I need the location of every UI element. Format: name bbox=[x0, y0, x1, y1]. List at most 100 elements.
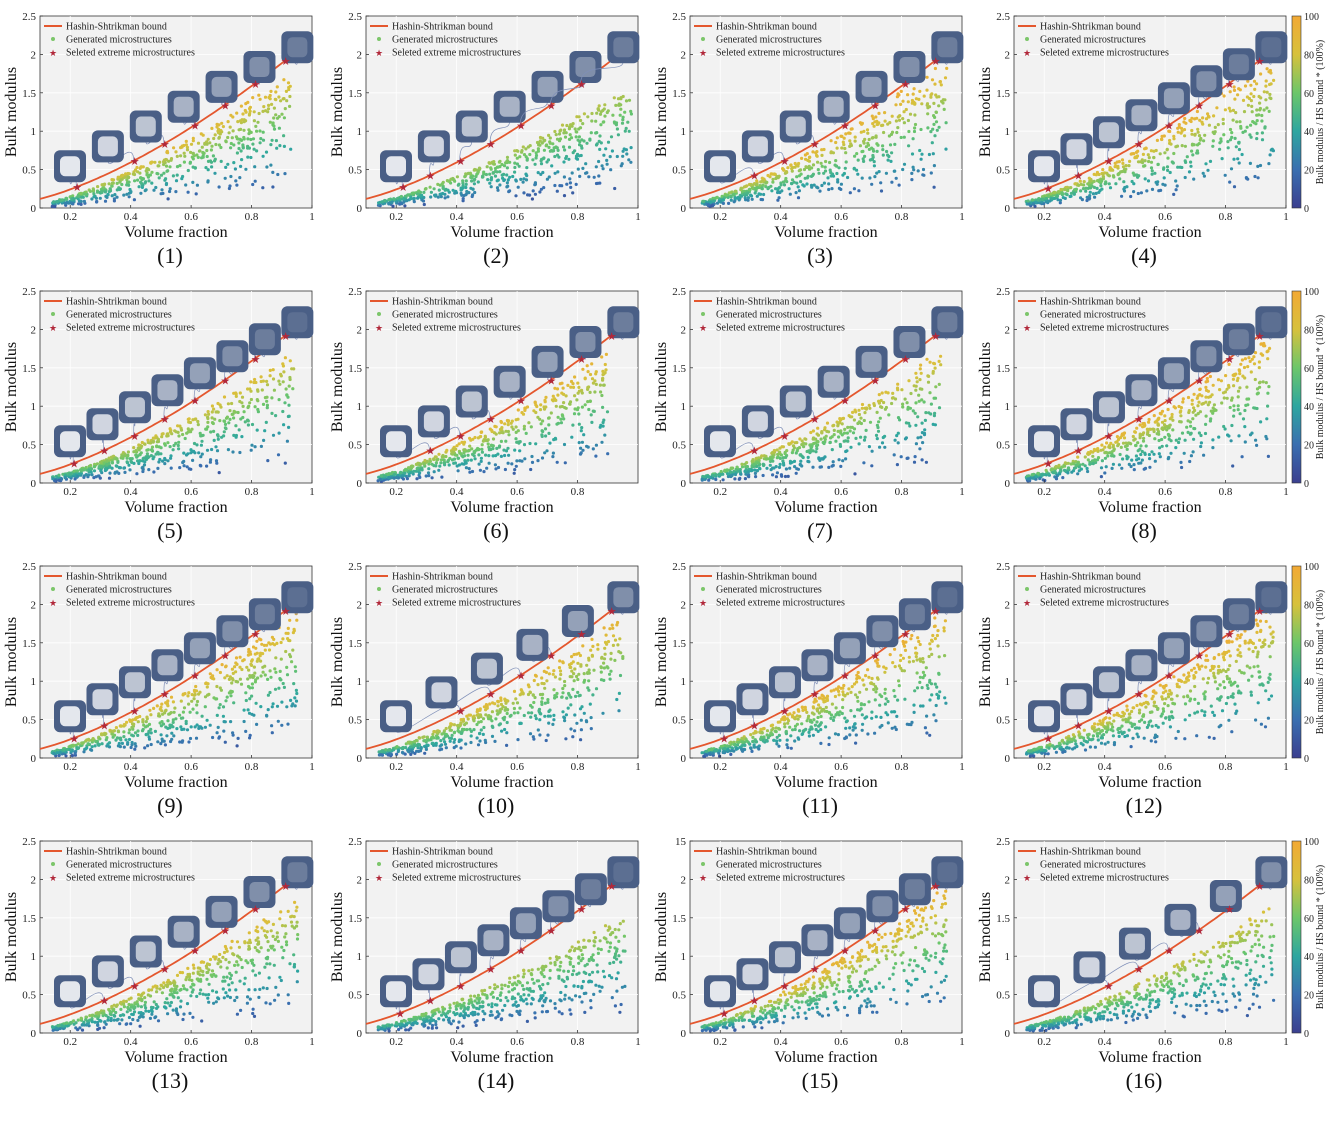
scatter-point bbox=[925, 89, 928, 92]
scatter-point bbox=[242, 405, 245, 408]
x-axis-label: Volume fraction bbox=[450, 499, 553, 516]
scatter-point bbox=[1097, 191, 1100, 194]
scatter-point bbox=[903, 136, 906, 139]
scatter-point bbox=[265, 151, 268, 154]
microstructure-void bbox=[98, 136, 118, 156]
scatter-point bbox=[514, 154, 517, 157]
scatter-point bbox=[903, 121, 906, 124]
scatter-point bbox=[281, 362, 284, 365]
scatter-point bbox=[780, 473, 783, 476]
scatter-point bbox=[1263, 90, 1266, 93]
scatter-point bbox=[274, 414, 277, 417]
scatter-point bbox=[1120, 446, 1123, 449]
scatter-point bbox=[513, 449, 516, 452]
legend-label: Seleted extreme microstructures bbox=[66, 48, 195, 59]
scatter-point bbox=[920, 398, 923, 401]
scatter-point bbox=[740, 463, 743, 466]
scatter-point bbox=[1230, 136, 1233, 139]
scatter-point bbox=[115, 196, 118, 199]
scatter-point bbox=[1101, 168, 1104, 171]
scatter-point bbox=[837, 435, 840, 438]
scatter-point bbox=[578, 115, 581, 118]
scatter-point bbox=[1247, 356, 1250, 359]
scatter-point bbox=[260, 445, 263, 448]
scatter-point bbox=[806, 176, 809, 179]
scatter-point bbox=[897, 115, 900, 118]
scatter-point bbox=[1147, 160, 1150, 163]
scatter-point bbox=[1214, 126, 1217, 129]
scatter-point bbox=[541, 456, 544, 459]
scatter-point bbox=[1067, 466, 1070, 469]
scatter-point bbox=[192, 152, 195, 155]
scatter-point bbox=[149, 713, 152, 716]
scatter-point bbox=[843, 147, 846, 150]
scatter-point bbox=[128, 181, 131, 184]
scatter-point bbox=[495, 447, 498, 450]
scatter-point bbox=[1077, 184, 1080, 187]
scatter-point bbox=[533, 183, 536, 186]
scatter-point bbox=[90, 467, 93, 470]
selected-point: ★ bbox=[1194, 375, 1204, 387]
microstructure-void bbox=[1261, 312, 1281, 332]
scatter-point bbox=[602, 154, 605, 157]
scatter-point bbox=[1249, 162, 1252, 165]
scatter-point bbox=[932, 102, 935, 105]
scatter-point bbox=[487, 442, 490, 445]
scatter-point bbox=[868, 404, 871, 407]
legend-swatch-star: ★ bbox=[49, 48, 57, 58]
scatter-point bbox=[175, 179, 178, 182]
scatter-point bbox=[224, 177, 227, 180]
scatter-point bbox=[789, 193, 792, 196]
scatter-point bbox=[1255, 444, 1258, 447]
scatter-point bbox=[558, 132, 561, 135]
scatter-point bbox=[789, 163, 792, 166]
scatter-point bbox=[482, 440, 485, 443]
scatter-point bbox=[1203, 134, 1206, 137]
scatter-point bbox=[903, 110, 906, 113]
scatter-point bbox=[907, 406, 910, 409]
scatter-point bbox=[747, 475, 750, 478]
scatter-point bbox=[1199, 137, 1202, 140]
scatter-point bbox=[191, 181, 194, 184]
scatter-point bbox=[1192, 438, 1195, 441]
colorbar-label: Bulk modulus / HS bound * (100%) bbox=[1315, 40, 1326, 184]
scatter-point bbox=[1193, 427, 1196, 430]
scatter-point bbox=[896, 92, 899, 95]
scatter-point bbox=[1249, 124, 1252, 127]
scatter-point bbox=[1064, 469, 1067, 472]
scatter-point bbox=[271, 171, 274, 174]
selected-point: ★ bbox=[780, 431, 790, 443]
legend-label: Seleted extreme microstructures bbox=[66, 323, 195, 334]
scatter-point bbox=[601, 406, 604, 409]
scatter-point bbox=[865, 429, 868, 432]
scatter-point bbox=[468, 449, 471, 452]
scatter-point bbox=[160, 703, 163, 706]
scatter-point bbox=[907, 119, 910, 122]
scatter-point bbox=[61, 198, 64, 201]
scatter-point bbox=[1055, 465, 1058, 468]
scatter-point bbox=[1259, 420, 1262, 423]
scatter-point bbox=[1108, 446, 1111, 449]
scatter-point bbox=[264, 96, 267, 99]
y-tick-label: 2 bbox=[31, 49, 37, 61]
scatter-point bbox=[266, 406, 269, 409]
scatter-point bbox=[935, 111, 938, 114]
scatter-point bbox=[506, 159, 509, 162]
scatter-point bbox=[253, 378, 256, 381]
scatter-point bbox=[778, 196, 781, 199]
microstructure-void bbox=[862, 77, 882, 97]
scatter-point bbox=[619, 97, 622, 100]
scatter-point bbox=[228, 409, 231, 412]
selected-point: ★ bbox=[456, 431, 466, 443]
scatter-point bbox=[1166, 169, 1169, 172]
scatter-point bbox=[932, 372, 935, 375]
scatter-point bbox=[1193, 143, 1196, 146]
scatter-point bbox=[229, 720, 232, 723]
scatter-point bbox=[1169, 452, 1172, 455]
subplot-caption: (5) bbox=[157, 518, 183, 543]
y-tick-label: 0.5 bbox=[996, 440, 1010, 452]
scatter-point bbox=[1123, 170, 1126, 173]
scatter-point bbox=[517, 408, 520, 411]
scatter-point bbox=[522, 191, 525, 194]
scatter-point bbox=[833, 429, 836, 432]
